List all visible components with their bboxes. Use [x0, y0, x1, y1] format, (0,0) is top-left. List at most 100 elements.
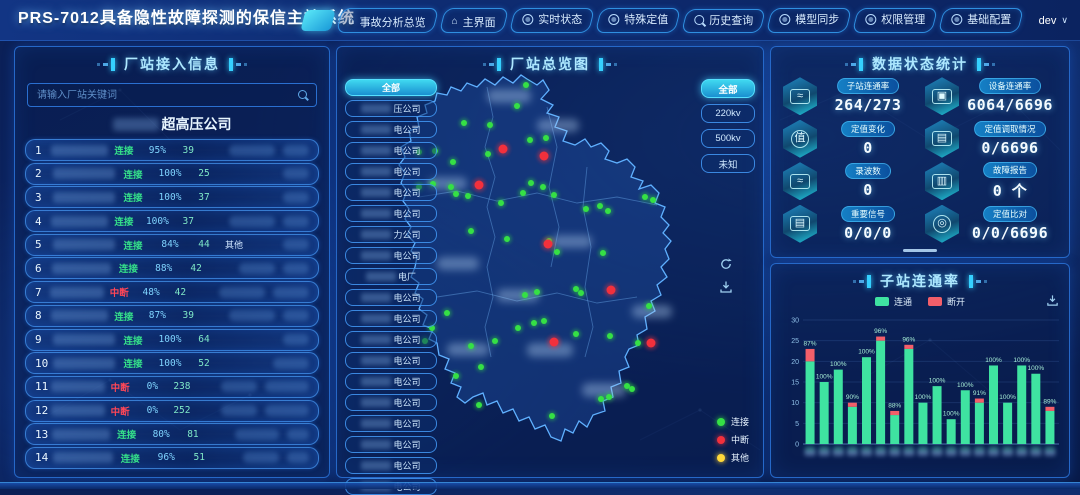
redacted-action-button[interactable] [283, 310, 310, 322]
station-row[interactable]: 10 连接 100% 52 [25, 352, 319, 375]
redacted-company-name [361, 314, 392, 323]
redacted-action-button[interactable] [229, 310, 276, 322]
redacted-company-name [361, 419, 392, 428]
redacted-action-button[interactable] [219, 286, 266, 298]
company-filter-4[interactable]: 电公司 [345, 184, 437, 201]
row-rate: 84% [161, 239, 179, 251]
redacted-action-button[interactable] [283, 144, 310, 156]
company-filter-2[interactable]: 电公司 [345, 142, 437, 159]
stats-title-row: 数据状态统计 [771, 54, 1069, 74]
nav-tab-6[interactable]: 权限管理 [851, 8, 938, 33]
station-row[interactable]: 9 连接 100% 64 [25, 328, 319, 351]
voltage-filter-0[interactable]: 220kv [701, 104, 755, 123]
station-search-input[interactable] [27, 83, 317, 107]
station-access-title-row: 厂站接入信息 [15, 54, 329, 74]
station-row[interactable]: 3 连接 100% 37 [25, 186, 319, 209]
redacted-action-button[interactable] [283, 239, 309, 251]
station-row[interactable]: 8 连接 87% 39 [25, 304, 319, 327]
redacted-action-button[interactable] [283, 215, 310, 227]
station-row[interactable]: 12 中断 0% 252 [25, 399, 319, 422]
redacted-action-button[interactable] [283, 168, 309, 180]
company-filter-7[interactable]: 电公司 [345, 247, 437, 264]
company-filter-6[interactable]: 力公司 [345, 226, 437, 243]
company-filter-14[interactable]: 电公司 [345, 394, 437, 411]
company-filter-15[interactable]: 电公司 [345, 415, 437, 432]
voltage-filter-2[interactable]: 未知 [701, 154, 755, 173]
nav-tab-2[interactable]: 实时状态 [508, 8, 595, 33]
download-map-icon[interactable] [719, 280, 733, 294]
nav-tab-5[interactable]: 模型同步 [765, 8, 852, 33]
row-rate: 100% [158, 357, 182, 369]
redacted-action-button[interactable] [243, 452, 279, 464]
nav-tab-label: 特殊定值 [623, 14, 668, 27]
row-actions [283, 239, 309, 251]
province-map[interactable] [337, 47, 763, 477]
nav-tab-1[interactable]: ⌂ 主界面 [438, 8, 509, 33]
station-row[interactable]: 11 中断 0% 238 [25, 375, 319, 398]
voltage-filter-all[interactable]: 全部 [701, 79, 755, 98]
redacted-action-button[interactable] [235, 428, 279, 440]
redacted-action-button[interactable] [229, 215, 276, 227]
chart-legend-item[interactable]: 连通 [874, 295, 912, 308]
company-filter-0[interactable]: 压公司 [345, 100, 437, 117]
svg-text:91%: 91% [973, 390, 986, 397]
refresh-icon[interactable] [719, 257, 733, 271]
redacted-action-button[interactable] [239, 262, 275, 274]
redacted-action-button[interactable] [221, 405, 258, 417]
station-row[interactable]: 13 连接 80% 81 [25, 423, 319, 446]
company-filter-10[interactable]: 电公司 [345, 310, 437, 327]
nav-tab-4[interactable]: 历史查询 [680, 8, 766, 33]
nav-tab-0[interactable]: ⌂ 事故分析总览 [335, 8, 439, 33]
redacted-station-name [50, 405, 105, 417]
company-filter-5[interactable]: 电公司 [345, 205, 437, 222]
company-filter-17[interactable]: 电公司 [345, 457, 437, 474]
station-row[interactable]: 2 连接 100% 25 [25, 162, 319, 185]
legend-label: 中断 [730, 435, 749, 445]
row-count: 238 [173, 381, 191, 393]
svg-text:87%: 87% [804, 340, 817, 347]
company-filter-all[interactable]: 全部 [345, 79, 437, 96]
voltage-filter-1[interactable]: 500kv [701, 129, 755, 148]
nav-tab-3[interactable]: 特殊定值 [594, 8, 681, 33]
menu-collapse-button[interactable] [299, 10, 336, 31]
redacted-action-button[interactable] [265, 381, 310, 393]
row-count: 42 [190, 262, 202, 274]
company-filter-11[interactable]: 电公司 [345, 331, 437, 348]
redacted-action-button[interactable] [229, 144, 276, 156]
download-chart-icon[interactable] [1046, 294, 1059, 307]
nav-tab-7[interactable]: 基础配置 [937, 8, 1024, 33]
station-row[interactable]: 14 连接 96% 51 [25, 446, 319, 469]
row-actions [235, 428, 309, 440]
redacted-company-name [361, 167, 392, 176]
station-row[interactable]: 4 连接 100% 37 [25, 210, 319, 233]
station-row[interactable]: 7 中断 48% 42 [25, 281, 319, 304]
redacted-action-button[interactable] [265, 405, 310, 417]
redacted-action-button[interactable] [287, 428, 309, 440]
redacted-action-button[interactable] [221, 381, 258, 393]
station-row[interactable]: 1 连接 95% 39 [25, 139, 319, 161]
station-row[interactable]: 5 连接 84% 44 其他 [25, 233, 319, 256]
company-filter-3[interactable]: 电公司 [345, 163, 437, 180]
company-filter-13[interactable]: 电公司 [345, 373, 437, 390]
company-filter-16[interactable]: 电公司 [345, 436, 437, 453]
company-filter-12[interactable]: 电公司 [345, 352, 437, 369]
redacted-action-button[interactable] [287, 452, 309, 464]
chart-legend-item[interactable]: 断开 [928, 295, 965, 308]
row-count: 252 [173, 405, 191, 417]
legend-swatch-icon [874, 297, 889, 306]
company-filter-8[interactable]: 电厂 [345, 268, 437, 285]
user-menu[interactable]: dev [1039, 15, 1068, 27]
company-filter-1[interactable]: 电公司 [345, 121, 437, 138]
station-row[interactable]: 6 连接 88% 42 [25, 257, 319, 280]
legend-label: 连通 [893, 297, 912, 307]
redacted-action-button[interactable] [273, 357, 309, 369]
row-count: 51 [193, 452, 205, 464]
redacted-action-button[interactable] [283, 262, 309, 274]
stat-item-2: 值定值变化 0 [783, 118, 919, 161]
redacted-action-button[interactable] [283, 191, 309, 203]
ring-icon [864, 13, 876, 25]
redacted-action-button[interactable] [273, 286, 310, 298]
company-filter-9[interactable]: 电公司 [345, 289, 437, 306]
redacted-action-button[interactable] [283, 334, 309, 345]
